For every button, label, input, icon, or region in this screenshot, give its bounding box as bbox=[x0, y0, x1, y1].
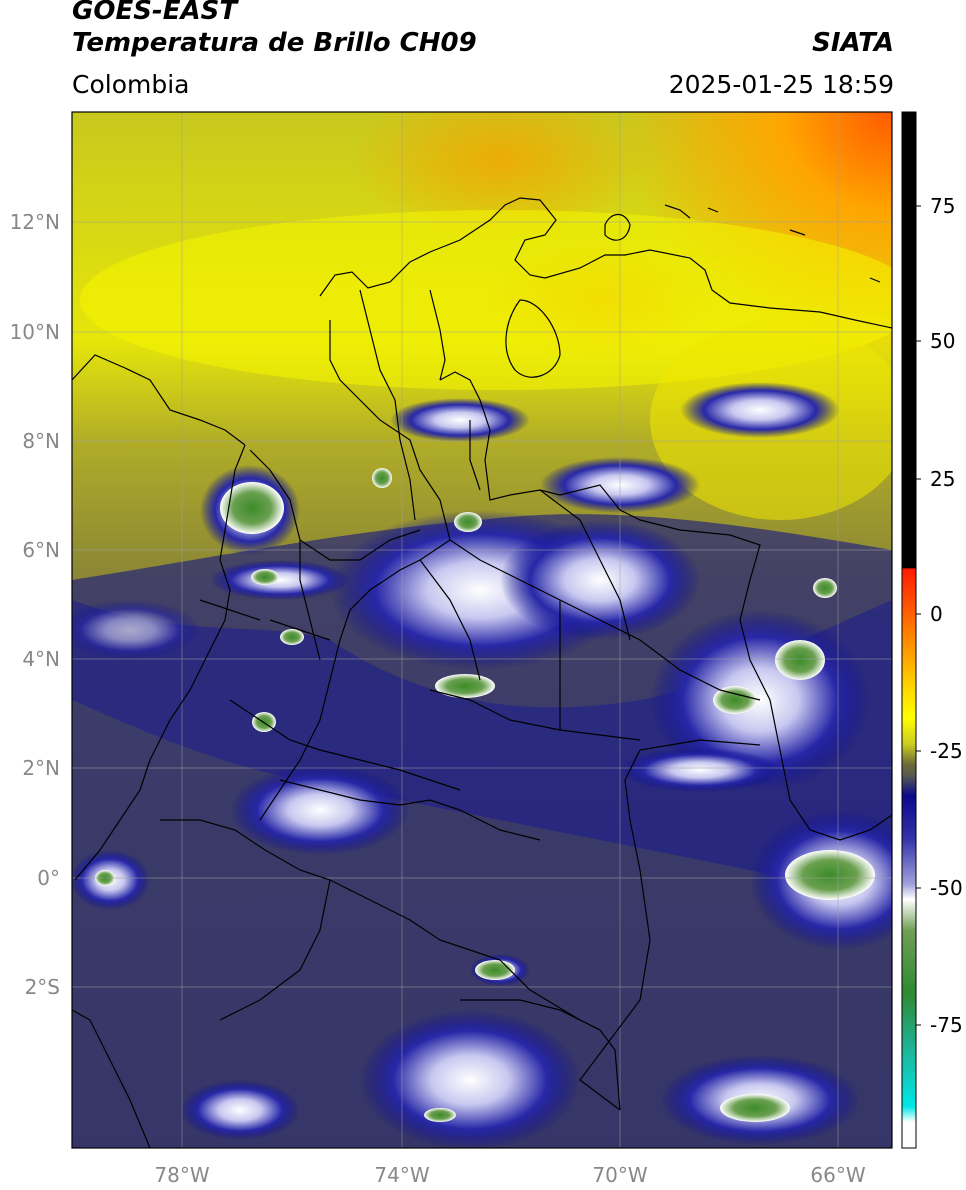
lat-tick-label: 10°N bbox=[10, 320, 60, 344]
colorbar-tick-label: -25 bbox=[930, 739, 963, 763]
lat-tick-label: 0° bbox=[37, 866, 60, 890]
colorbar-tick-label: 50 bbox=[930, 329, 955, 353]
graticule bbox=[72, 112, 892, 1148]
lon-tick-labels: 78°W 74°W 70°W 66°W bbox=[154, 1163, 865, 1187]
lat-tick-labels: 12°N 10°N 8°N 6°N 4°N 2°N 0° 2°S bbox=[10, 210, 60, 999]
lon-tick-label: 66°W bbox=[810, 1163, 865, 1187]
lat-tick-label: 8°N bbox=[22, 429, 60, 453]
lat-tick-label: 4°N bbox=[22, 647, 60, 671]
colorbar-tick-label: -50 bbox=[930, 876, 963, 900]
colorbar-tick-labels: 75 50 25 0 -25 -50 -75 bbox=[916, 194, 963, 1037]
product-title: Temperatura de Brillo CH09 bbox=[72, 28, 477, 58]
datetime-label: 2025-01-25 18:59 bbox=[668, 70, 894, 99]
agency-label: SIATA bbox=[812, 28, 894, 58]
colorbar-tick-label: 0 bbox=[930, 602, 943, 626]
colorbar bbox=[901, 111, 917, 1149]
satellite-title: GOES-EAST bbox=[72, 0, 238, 26]
map-frame bbox=[71, 111, 893, 1149]
lon-tick-label: 70°W bbox=[592, 1163, 647, 1187]
borders bbox=[72, 197, 892, 1148]
lat-tick-label: 12°N bbox=[10, 210, 60, 234]
imagery-layer bbox=[72, 112, 892, 1148]
lat-tick-label: 6°N bbox=[22, 538, 60, 562]
colorbar-tick-label: 75 bbox=[930, 194, 955, 218]
colorbar-tick-label: 25 bbox=[930, 467, 955, 491]
colorbar-tick-label: -75 bbox=[930, 1013, 963, 1037]
lon-tick-label: 78°W bbox=[154, 1163, 209, 1187]
lat-tick-label: 2°N bbox=[22, 756, 60, 780]
lat-tick-label: 2°S bbox=[25, 975, 60, 999]
region-label: Colombia bbox=[72, 70, 190, 99]
lon-tick-label: 74°W bbox=[374, 1163, 429, 1187]
